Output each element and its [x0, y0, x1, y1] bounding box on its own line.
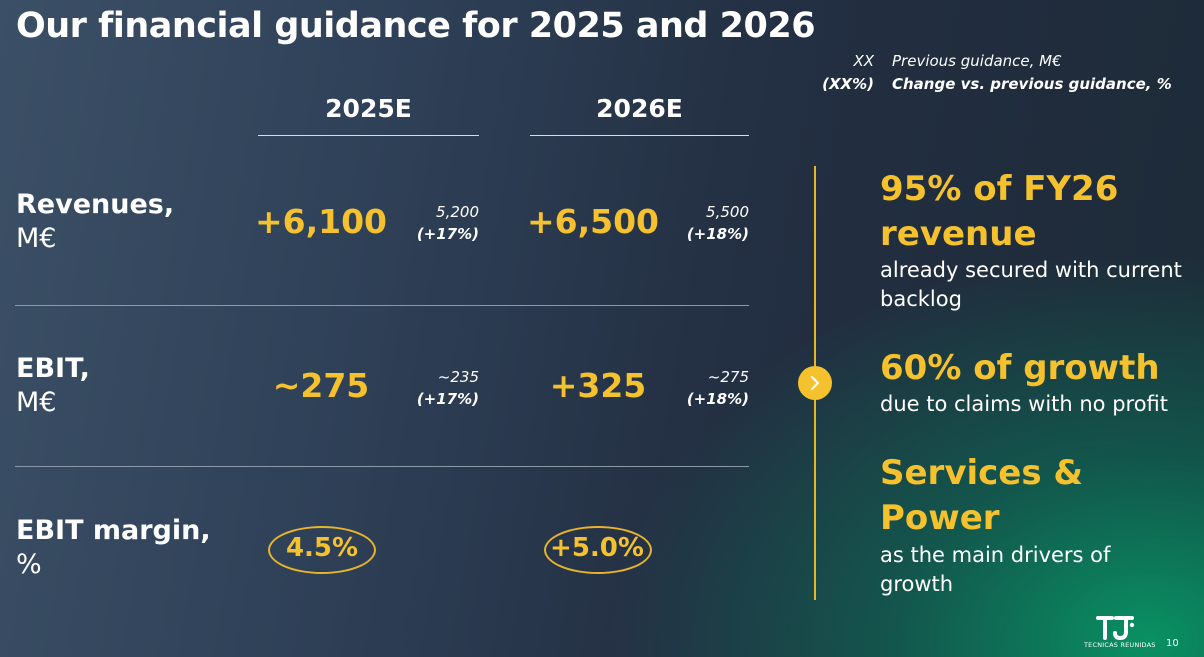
highlight-headline: 60% of growth	[880, 348, 1160, 388]
revenues-2026-previous: 5,500 (+18%)	[659, 201, 749, 245]
column-header-2026: 2026E	[596, 94, 683, 123]
column-header-underline	[258, 135, 479, 136]
page-title: Our financial guidance for 2025 and 2026	[16, 6, 816, 46]
change-vs-previous: (+18%)	[686, 225, 749, 243]
previous-guidance: 5,200	[436, 203, 479, 221]
column-header-2025: 2025E	[325, 94, 412, 123]
revenues-2025-value: +6,100	[254, 202, 388, 241]
row-label-revenues: Revenues, M€	[16, 188, 174, 256]
previous-guidance: 5,500	[706, 203, 749, 221]
row-label-text: EBIT,	[16, 353, 90, 384]
chevron-right-icon	[798, 366, 832, 400]
highlight-subtext: backlog	[880, 287, 962, 311]
row-label-unit: %	[16, 549, 42, 580]
row-divider	[15, 305, 749, 306]
legend-prev-label: Previous guidance, M€	[892, 52, 1062, 70]
row-label-unit: M€	[16, 387, 57, 418]
revenues-2025-previous: 5,200 (+17%)	[389, 201, 479, 245]
row-divider	[15, 466, 749, 467]
row-label-unit: M€	[16, 223, 57, 254]
ebit-2025-value: ~275	[272, 366, 370, 405]
highlight-subtext: already secured with current	[880, 258, 1182, 282]
row-label-ebit: EBIT, M€	[16, 352, 90, 420]
page-number: 10	[1166, 638, 1179, 649]
change-vs-previous: (+17%)	[416, 390, 479, 408]
highlight-subtext: due to claims with no profit	[880, 392, 1169, 416]
ebit-margin-2026-value: +5.0%	[550, 533, 644, 563]
highlight-headline: 95% of FY26	[880, 169, 1119, 209]
highlight-oval	[544, 526, 652, 574]
logo-wordmark: TECNICAS REUNIDAS	[1084, 641, 1156, 649]
change-vs-previous: (+18%)	[686, 390, 749, 408]
highlight-headline: Power	[880, 498, 1000, 538]
row-label-text: Revenues,	[16, 189, 175, 220]
previous-guidance: ~235	[437, 368, 479, 386]
ebit-2026-value: +325	[549, 366, 647, 405]
highlight-headline: revenue	[880, 214, 1037, 254]
ebit-margin-2025-value: 4.5%	[285, 533, 359, 563]
highlight-subtext: growth	[880, 572, 954, 596]
highlight-subtext: as the main drivers of	[880, 543, 1111, 567]
legend-change-label: Change vs. previous guidance, %	[892, 75, 1172, 93]
legend-prev-key: XX	[853, 52, 874, 70]
tr-logo-icon	[1096, 613, 1136, 645]
column-header-underline	[530, 135, 749, 136]
change-vs-previous: (+17%)	[416, 225, 479, 243]
legend-change-key: (XX%)	[822, 75, 874, 93]
ebit-2026-previous: ~275 (+18%)	[659, 366, 749, 410]
ebit-2025-previous: ~235 (+17%)	[389, 366, 479, 410]
highlight-oval	[268, 526, 376, 574]
revenues-2026-value: +6,500	[526, 202, 660, 241]
row-label-ebit-margin: EBIT margin, %	[16, 514, 211, 582]
previous-guidance: ~275	[707, 368, 749, 386]
row-label-text: EBIT margin,	[16, 515, 211, 546]
highlight-headline: Services &	[880, 453, 1084, 493]
